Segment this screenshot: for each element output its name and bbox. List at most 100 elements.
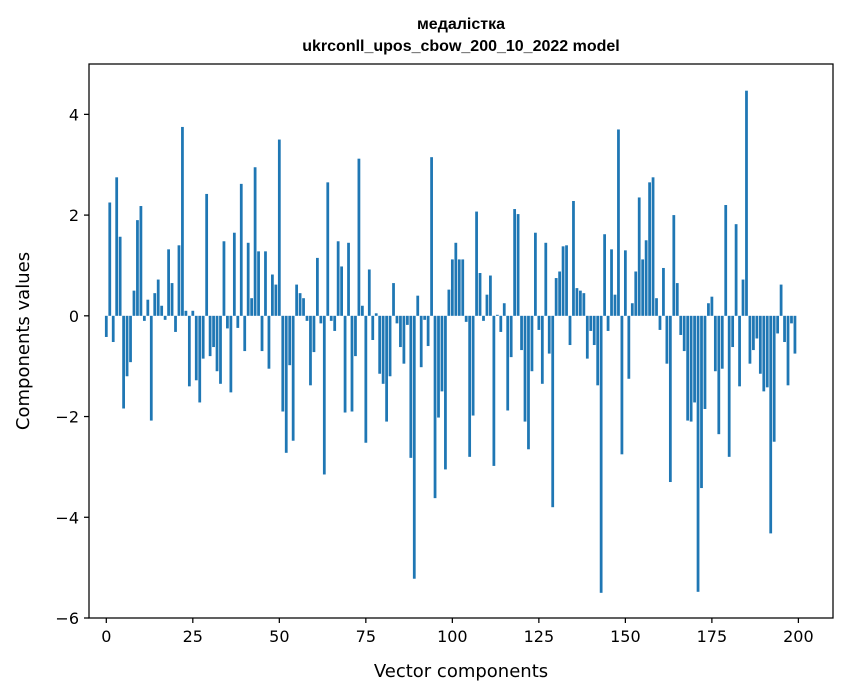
bar [322,315,326,475]
bar [277,139,281,316]
bar [271,274,274,316]
bar [156,279,160,316]
bar [741,279,745,316]
bar [471,315,475,416]
bar [392,283,395,316]
bar [693,315,696,403]
bar [769,315,773,534]
bar [388,315,392,377]
bar [668,315,672,483]
plot-area [88,63,834,619]
bar [212,315,215,348]
bar [160,305,164,316]
bar [506,315,510,411]
x-tick-label: 100 [437,627,468,646]
bar [354,315,357,357]
y-tick-label: −2 [55,408,79,427]
bar [412,315,416,579]
bar [340,266,343,316]
bar [717,315,721,435]
bar [444,315,447,470]
bar [700,315,703,489]
y-tick-label: −6 [55,609,79,628]
bar [274,284,278,316]
chart-title-line-1: медалістка [417,16,505,33]
bar [264,251,267,316]
bar [364,315,368,443]
bar [475,211,478,316]
y-tick-label: −4 [55,508,79,527]
bar [585,315,589,359]
x-tick-label: 50 [269,627,289,646]
y-tick-label: 0 [69,307,79,326]
bar [651,177,655,316]
bar [329,315,333,321]
bar [707,303,710,316]
bar-series [104,90,797,593]
bar [309,315,312,386]
bar [589,315,593,331]
bar [641,259,645,316]
x-tick-label: 0 [101,627,111,646]
bar [568,315,572,346]
bar [610,249,613,316]
y-axis: −6 −4 −2 0 2 4 [55,105,89,628]
bar [416,295,420,316]
x-axis-label: Vector components [374,661,548,682]
bar [163,315,167,320]
bar [613,294,617,316]
bar [208,315,212,357]
bar [298,293,302,316]
bar [146,299,150,316]
bar [226,315,229,329]
x-tick-label: 25 [183,627,203,646]
axes-frame [88,63,834,619]
bar [187,315,191,387]
bar [205,193,209,316]
bar [222,241,226,316]
bar [111,315,115,343]
bar [485,294,489,316]
bar [655,298,658,316]
bar [281,315,285,412]
bar [558,271,562,316]
chart-title: медалістка ukrconll_upos_cbow_200_10_202… [302,16,619,55]
bar [357,158,361,316]
bar [302,298,305,316]
bar [104,315,108,337]
bar [139,206,143,316]
bar [675,283,679,316]
bar [174,315,177,332]
bar [606,315,610,331]
bar [409,315,413,458]
bar [236,315,240,328]
bar [620,315,624,455]
y-tick-label: 4 [69,105,79,124]
bar [783,315,786,343]
bar [499,315,503,332]
bar [132,290,136,316]
bar [575,288,579,316]
bar [464,315,468,322]
bar [752,315,755,351]
bar [731,315,735,348]
bar [385,315,388,422]
bar [142,315,146,321]
bar [433,315,437,499]
bar [191,310,195,316]
bar [523,315,527,422]
bar [374,313,378,316]
bar [399,315,402,348]
bar [430,157,433,316]
bar [288,315,292,366]
bar [745,90,748,316]
bar [108,202,112,316]
bar [149,315,153,421]
bar [634,271,638,316]
bar [125,315,129,377]
bar [232,232,236,316]
bar [122,315,125,409]
bar [572,200,575,316]
bar [679,315,683,335]
